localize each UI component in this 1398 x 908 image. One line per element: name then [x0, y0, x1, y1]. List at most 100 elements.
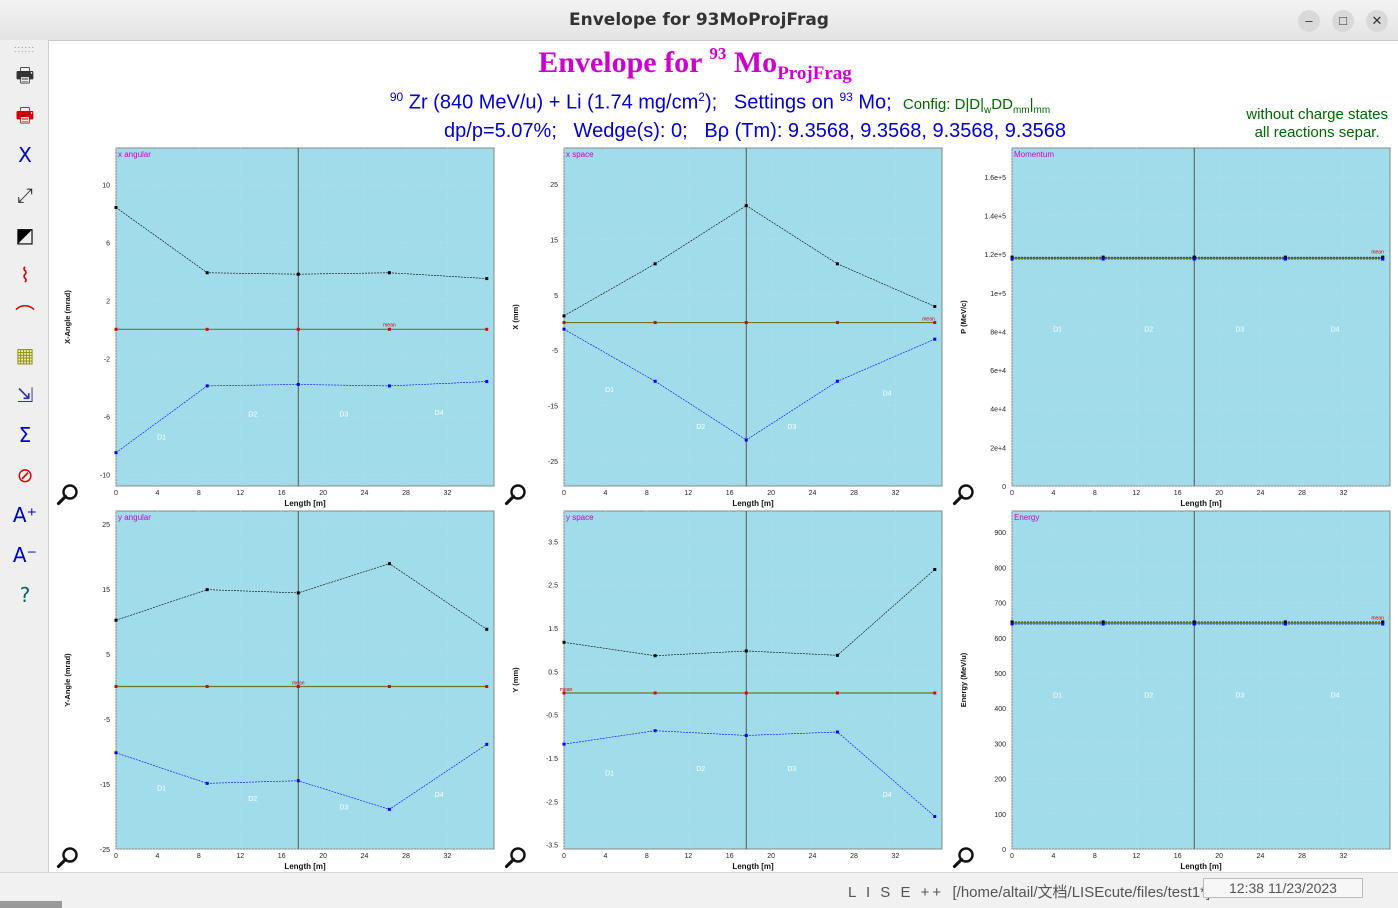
x-tick-label: 0: [1010, 490, 1014, 497]
zoom-icon[interactable]: [952, 845, 976, 869]
region-label: D4: [435, 410, 444, 417]
point-mean: [114, 327, 118, 331]
zoom-icon[interactable]: [504, 482, 528, 506]
print-icon[interactable]: 🖶: [15, 63, 35, 87]
chart-panel-3[interactable]: 25 15 5 -5 -15 -25 0 4 8 12 16 20 24 28 32 D1 D2 D3 D4 mean…: [50, 509, 498, 871]
point-mean: [387, 327, 391, 331]
setting-text: Mo;: [852, 91, 892, 114]
chart-panel-2[interactable]: 1.6e+5 1.4e+5 1.2e+5 1e+5 8e+4 6e+4 4e+4 2e+4 00…: [946, 146, 1394, 508]
region-label: D2: [248, 796, 257, 803]
page-title: Envelope for 93 MoProjFrag: [50, 44, 1340, 85]
x-axis-label: Length [m]: [1180, 499, 1222, 508]
font-decrease-icon[interactable]: A⁻: [12, 543, 38, 567]
close-button[interactable]: ✕: [1366, 10, 1388, 32]
point-upper: [387, 562, 391, 566]
point-lower: [835, 730, 839, 734]
point-lower: [1010, 257, 1014, 261]
panel-label: Energy: [1014, 513, 1039, 522]
x-tick-label: 16: [278, 490, 286, 497]
point-upper: [1283, 255, 1287, 259]
print-color-icon[interactable]: 🖶: [15, 103, 35, 127]
x-tick-label: 4: [603, 853, 607, 860]
point-mean: [205, 327, 209, 331]
help-icon[interactable]: ?: [19, 583, 31, 607]
y-tick-label: 900: [994, 530, 1006, 537]
region-label: D1: [1053, 693, 1062, 700]
point-lower: [933, 337, 937, 341]
point-upper: [1010, 620, 1014, 624]
point-mean: [653, 321, 657, 325]
point-mean: [562, 691, 566, 695]
point-lower: [1192, 257, 1196, 261]
title-mass: 93: [709, 44, 727, 63]
x-tick-label: 28: [1298, 853, 1306, 860]
zoom-icon[interactable]: [952, 482, 976, 506]
y-tick-label: -15: [100, 782, 110, 789]
point-mean: [653, 691, 657, 695]
point-lower: [114, 451, 118, 455]
curve-fit-icon[interactable]: ⌒: [15, 303, 35, 327]
region-label: D4: [435, 792, 444, 799]
font-increase-icon[interactable]: A⁺: [12, 503, 38, 527]
plot-background: [563, 510, 943, 850]
config-prefix: Config: D|D|: [902, 95, 985, 113]
region-label: D1: [605, 387, 614, 394]
x-tick-label: 28: [402, 853, 410, 860]
point-mean: [296, 327, 300, 331]
statistics-icon[interactable]: Σ: [18, 423, 32, 447]
region-label: D3: [1235, 326, 1244, 333]
region-label: D1: [605, 770, 614, 777]
x-tick-label: 4: [603, 490, 607, 497]
point-lower: [296, 382, 300, 386]
mean-label: mean: [292, 681, 305, 687]
point-mean: [562, 321, 566, 325]
x-tick-label: 32: [1339, 853, 1347, 860]
point-upper: [1381, 255, 1385, 259]
point-mean: [205, 685, 209, 688]
y-tick-label: -15: [548, 404, 558, 411]
export-data-icon[interactable]: ⇲: [16, 383, 34, 407]
x-tick-label: 8: [1093, 853, 1097, 860]
point-mean: [835, 691, 839, 695]
grid-panel-icon[interactable]: ▦: [15, 343, 35, 367]
x-tick-label: 16: [1174, 490, 1182, 497]
chart-panel-0[interactable]: 10 6 2 -2 -6 -10 0 4 8 12 16 20 24 28 32 D1 D2 D3 D4 mean x …: [50, 146, 498, 508]
setting-mass: 93: [839, 90, 853, 104]
y-tick-label: -25: [100, 847, 110, 854]
y-tick-label: 2e+4: [990, 445, 1006, 452]
plot-chart-icon[interactable]: ⌇: [20, 263, 30, 287]
resize-axes-icon[interactable]: ⤢: [17, 183, 33, 207]
chart-panel-1[interactable]: 25 15 5 -5 -15 -25 0 4 8 12 16 20 24 28 32 D1 D2 D3 D4 mean…: [498, 146, 946, 508]
zoom-icon[interactable]: [56, 482, 80, 506]
point-upper: [933, 304, 937, 308]
color-palette-icon[interactable]: ◩: [15, 223, 35, 247]
status-path: L I S E ++ [/home/altail/文档/LISEcute/fil…: [848, 881, 1210, 902]
point-lower: [562, 327, 566, 331]
toolbar-grip[interactable]: ::::::: [14, 44, 36, 54]
x-tick-label: 32: [891, 490, 899, 497]
region-label: D4: [1331, 693, 1340, 700]
config-sub1: w: [984, 104, 992, 116]
chart-panel-4[interactable]: 3.5 2.5 1.5 0.5 -0.5 -1.5 -2.5 -3.5 0 4 8 12 16 20 24 2…: [498, 509, 946, 871]
maximize-button[interactable]: □: [1332, 10, 1354, 32]
point-upper: [835, 262, 839, 266]
no-zoom-icon[interactable]: ⊘: [16, 463, 34, 487]
point-mean: [744, 691, 748, 695]
zoom-icon[interactable]: [504, 845, 528, 869]
side-toolbar: :::::: 🖶 🖶 X ⤢ ◩ ⌇ ⌒ ▦ ⇲ Σ ⊘ A⁺ A⁻?: [0, 40, 49, 872]
chart-panel-5[interactable]: 900 800 700 600 500 400 300 200 100 00 4 8 12 16 20 24 2…: [946, 509, 1394, 871]
y-tick-label: 25: [550, 182, 558, 189]
x-tick-label: 12: [684, 853, 692, 860]
panel-label: x space: [566, 150, 594, 159]
x-tick-label: 32: [443, 853, 451, 860]
zoom-icon[interactable]: [56, 845, 80, 869]
region-label: D4: [1331, 326, 1340, 333]
y-tick-label: 3.5: [548, 539, 558, 546]
x-axis-icon[interactable]: X: [18, 143, 32, 167]
x-tick-label: 32: [443, 490, 451, 497]
y-tick-label: 25: [102, 522, 110, 529]
point-upper: [1381, 620, 1385, 624]
region-label: D3: [1235, 693, 1244, 700]
y-tick-label: 6e+4: [990, 368, 1006, 375]
minimize-button[interactable]: –: [1298, 10, 1320, 32]
